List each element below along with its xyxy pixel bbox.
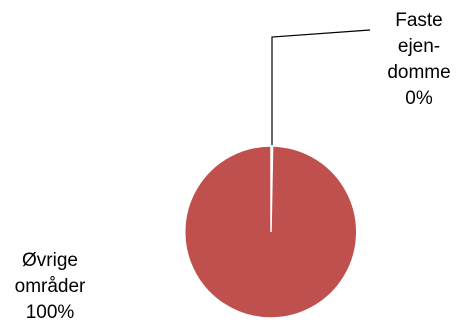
data-label-line: Øvrige: [22, 250, 78, 271]
data-label-ovrige-omrader: Øvrige områder 100%: [0, 248, 100, 326]
data-label-percent: 100%: [25, 302, 75, 323]
data-label-percent: 0%: [405, 88, 433, 109]
leader-line-faste-ejendomme: [271, 29, 371, 145]
pie-slice-1: [184, 145, 358, 319]
data-label-faste-ejendomme: Faste ejen- domme 0%: [376, 8, 459, 112]
data-label-line: Faste: [395, 10, 443, 31]
data-label-line: ejen-: [397, 36, 441, 57]
data-label-line: domme: [387, 62, 451, 83]
data-label-line: områder: [14, 276, 86, 297]
pie-slices: [184, 145, 358, 319]
